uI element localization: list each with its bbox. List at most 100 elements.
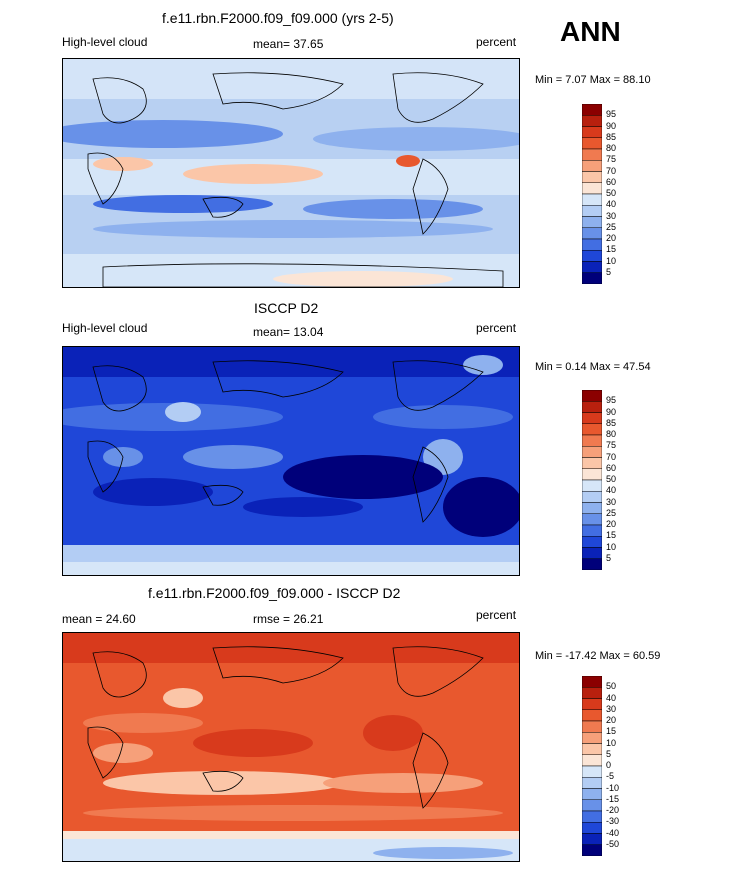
panel-title: f.e11.rbn.F2000.f09_f09.000 (yrs 2-5) bbox=[162, 10, 394, 26]
colorbar-swatch bbox=[581, 205, 603, 217]
colorbar-swatch bbox=[581, 468, 603, 481]
colorbar-swatch bbox=[581, 216, 603, 228]
colorbar-swatch bbox=[581, 446, 603, 458]
colorbar-tick-label: 30 bbox=[606, 496, 617, 507]
season-label: ANN bbox=[560, 16, 621, 47]
colorbar-swatch bbox=[581, 479, 603, 492]
colorbar-tick-label: 10 bbox=[606, 737, 617, 748]
colorbar-tick-label: -30 bbox=[606, 816, 620, 827]
colorbar-tick-label: -50 bbox=[606, 838, 620, 849]
colorbar-tick-label: 40 bbox=[606, 485, 617, 496]
colorbar-tick-label: 20 bbox=[606, 519, 617, 529]
colorbar-tick-label: 20 bbox=[606, 233, 617, 243]
colorbar-tick-label: 25 bbox=[606, 221, 617, 232]
map-plot bbox=[62, 58, 520, 288]
units-label: percent bbox=[476, 321, 517, 335]
colorbar-tick-label: 30 bbox=[606, 210, 617, 221]
colorbar bbox=[581, 389, 603, 575]
colorbar-tick-label: -40 bbox=[606, 827, 620, 838]
colorbar-tick-label: 40 bbox=[606, 199, 617, 210]
units-label: percent bbox=[476, 35, 517, 49]
colorbar-tick-label: 75 bbox=[606, 440, 617, 451]
colorbar-tick-label: 75 bbox=[606, 154, 617, 165]
colorbar-swatch bbox=[581, 423, 603, 436]
colorbar-tick-label: 5 bbox=[606, 748, 612, 759]
colorbar-swatches bbox=[581, 675, 603, 857]
colorbar-swatches bbox=[581, 103, 603, 285]
colorbar-swatch bbox=[581, 148, 603, 161]
colorbar-tick-label: 85 bbox=[606, 417, 617, 428]
colorbar-swatch bbox=[581, 788, 603, 800]
colorbar-swatch bbox=[581, 401, 603, 413]
map-plot bbox=[62, 632, 520, 862]
colorbar-tick-label: 80 bbox=[606, 143, 617, 153]
colorbar-swatch bbox=[581, 732, 603, 744]
colorbar-swatch bbox=[581, 272, 603, 285]
colorbar bbox=[581, 103, 603, 289]
colorbar-tick-label: 70 bbox=[606, 451, 617, 462]
colorbar-tick-label: 90 bbox=[606, 406, 617, 417]
colorbar-swatch bbox=[581, 412, 603, 424]
colorbar-swatch bbox=[581, 103, 603, 116]
colorbar-swatch bbox=[581, 675, 603, 688]
colorbar-swatch bbox=[581, 698, 603, 710]
colorbar-tick-label: 85 bbox=[606, 131, 617, 142]
colorbar-swatch bbox=[581, 227, 603, 240]
colorbar-tick-label: 95 bbox=[606, 109, 617, 120]
colorbar-tick-label: 10 bbox=[606, 541, 617, 552]
colorbar-swatch bbox=[581, 389, 603, 402]
colorbar-swatch bbox=[581, 171, 603, 183]
map-plot bbox=[62, 346, 520, 576]
colorbar-tick-label: 50 bbox=[606, 188, 617, 198]
colorbar-swatch bbox=[581, 434, 603, 447]
colorbar-swatch bbox=[581, 547, 603, 559]
colorbar-swatch bbox=[581, 777, 603, 789]
colorbar-tick-label: -20 bbox=[606, 805, 620, 815]
colorbar-swatch bbox=[581, 261, 603, 273]
colorbar-swatch bbox=[581, 844, 603, 857]
colorbar-tick-label: 80 bbox=[606, 429, 617, 439]
colorbar-swatch bbox=[581, 115, 603, 127]
colorbar-tick-label: 40 bbox=[606, 692, 617, 703]
colorbar-swatch bbox=[581, 457, 603, 469]
colorbar-swatch bbox=[581, 536, 603, 548]
colorbar-tick-label: 15 bbox=[606, 726, 617, 737]
panel-title: f.e11.rbn.F2000.f09_f09.000 - ISCCP D2 bbox=[148, 585, 401, 601]
colorbar-tick-label: 95 bbox=[606, 395, 617, 406]
colorbar-tick-label: -5 bbox=[606, 771, 615, 782]
colorbar-swatch bbox=[581, 137, 603, 150]
colorbar-swatch bbox=[581, 687, 603, 699]
colorbar-swatch bbox=[581, 524, 603, 537]
colorbar-swatch bbox=[581, 193, 603, 206]
colorbar bbox=[581, 675, 603, 861]
colorbar-swatch bbox=[581, 126, 603, 138]
colorbar-swatch bbox=[581, 250, 603, 262]
colorbar-swatch bbox=[581, 182, 603, 195]
colorbar-tick-label: 10 bbox=[606, 255, 617, 266]
colorbar-tick-label: 60 bbox=[606, 176, 617, 187]
mean-label: mean= 13.04 bbox=[253, 325, 324, 339]
colorbar-swatch bbox=[581, 743, 603, 755]
colorbar-tick-label: 50 bbox=[606, 474, 617, 484]
colorbar-tick-label: 0 bbox=[606, 760, 612, 770]
colorbar-tick-label: 20 bbox=[606, 715, 617, 725]
colorbar-tick-label: 5 bbox=[606, 266, 612, 277]
colorbar-swatch bbox=[581, 833, 603, 845]
units-label: percent bbox=[476, 608, 517, 622]
minmax-label: Min = -17.42 Max = 60.59 bbox=[535, 650, 661, 662]
colorbar-swatch bbox=[581, 502, 603, 514]
colorbar-swatch bbox=[581, 765, 603, 778]
mean-label: mean= 37.65 bbox=[253, 37, 324, 51]
colorbar-tick-label: 90 bbox=[606, 120, 617, 131]
colorbar-swatch bbox=[581, 720, 603, 733]
colorbar-swatch bbox=[581, 754, 603, 767]
colorbar-swatch bbox=[581, 513, 603, 526]
colorbar-tick-label: 5 bbox=[606, 552, 612, 563]
colorbar-tick-label: 50 bbox=[606, 681, 617, 692]
colorbar-tick-label: -10 bbox=[606, 782, 620, 793]
colorbar-swatch bbox=[581, 491, 603, 503]
colorbar-swatch bbox=[581, 238, 603, 251]
colorbar-swatches bbox=[581, 389, 603, 571]
colorbar-tick-label: 60 bbox=[606, 462, 617, 473]
colorbar-tick-label: 70 bbox=[606, 165, 617, 176]
